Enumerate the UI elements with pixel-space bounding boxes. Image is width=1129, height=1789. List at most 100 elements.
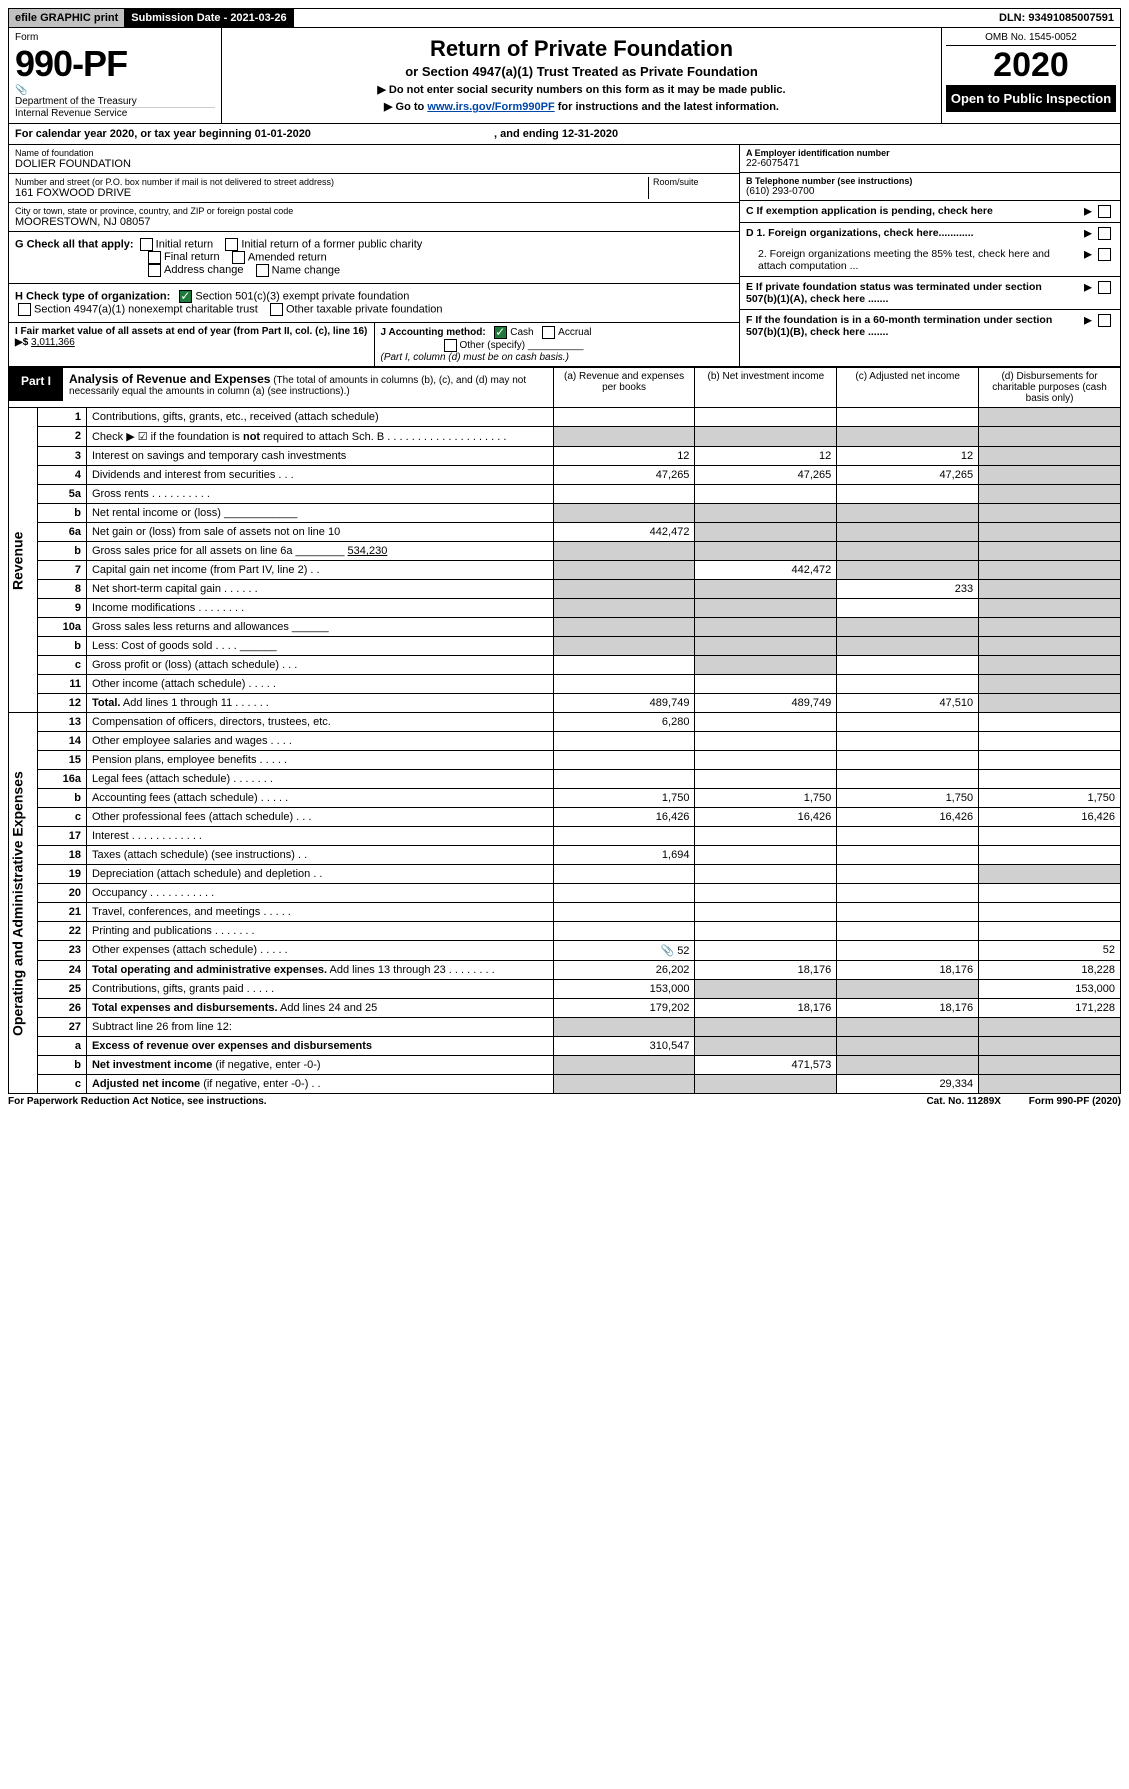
line-number: 8 [38,580,87,599]
table-row: bLess: Cost of goods sold . . . . ______ [9,637,1121,656]
line-number: 16a [38,770,87,789]
table-row: 5aGross rents . . . . . . . . . . [9,485,1121,504]
dln: DLN: 93491085007591 [993,9,1120,27]
line-desc: Total expenses and disbursements. Add li… [86,999,553,1018]
line-number: c [38,1075,87,1094]
line-number: 21 [38,903,87,922]
chk-initial[interactable] [140,238,153,251]
line-desc: Check ▶ ☑ if the foundation is not requi… [86,427,553,447]
line-number: 18 [38,846,87,865]
line-number: c [38,656,87,675]
line-number: 26 [38,999,87,1018]
line-desc: Printing and publications . . . . . . . [86,922,553,941]
dept-label: Department of the Treasury [15,96,215,107]
table-row: cAdjusted net income (if negative, enter… [9,1075,1121,1094]
table-row: cOther professional fees (attach schedul… [9,808,1121,827]
table-row: 11Other income (attach schedule) . . . .… [9,675,1121,694]
section-g: G Check all that apply: Initial return I… [9,232,739,284]
table-row: 21Travel, conferences, and meetings . . … [9,903,1121,922]
chk-e[interactable] [1098,281,1111,294]
chk-initial-former[interactable] [225,238,238,251]
line-number: 5a [38,485,87,504]
section-label: Operating and Administrative Expenses [9,713,38,1094]
footer-left: For Paperwork Reduction Act Notice, see … [8,1096,267,1107]
chk-cash[interactable] [494,326,507,339]
line-desc: Net rental income or (loss) ____________ [86,504,553,523]
line-number: b [38,637,87,656]
col-c-header: (c) Adjusted net income [837,368,979,408]
line-desc: Interest . . . . . . . . . . . . [86,827,553,846]
table-row: 7Capital gain net income (from Part IV, … [9,561,1121,580]
line-desc: Net short-term capital gain . . . . . . [86,580,553,599]
line-number: 9 [38,599,87,618]
table-row: 12Total. Add lines 1 through 11 . . . . … [9,694,1121,713]
line-number: 10a [38,618,87,637]
line-desc: Legal fees (attach schedule) . . . . . .… [86,770,553,789]
line-number: c [38,808,87,827]
line-desc: Accounting fees (attach schedule) . . . … [86,789,553,808]
col-d-header: (d) Disbursements for charitable purpose… [979,368,1121,408]
table-row: 15Pension plans, employee benefits . . .… [9,751,1121,770]
line-desc: Pension plans, employee benefits . . . .… [86,751,553,770]
table-row: 19Depreciation (attach schedule) and dep… [9,865,1121,884]
line-number: 27 [38,1018,87,1037]
line-number: 12 [38,694,87,713]
table-row: bAccounting fees (attach schedule) . . .… [9,789,1121,808]
table-row: bNet investment income (if negative, ent… [9,1056,1121,1075]
chk-d1[interactable] [1098,227,1111,240]
line-desc: Contributions, gifts, grants paid . . . … [86,980,553,999]
fmv-value: 3,011,366 [31,337,75,348]
section-h: H Check type of organization: Section 50… [9,284,739,323]
line-desc: Taxes (attach schedule) (see instruction… [86,846,553,865]
chk-other-taxable[interactable] [270,303,283,316]
table-row: 22Printing and publications . . . . . . … [9,922,1121,941]
room-label: Room/suite [653,177,733,187]
table-row: 4Dividends and interest from securities … [9,466,1121,485]
chk-accrual[interactable] [542,326,555,339]
calendar-year-line: For calendar year 2020, or tax year begi… [8,124,1121,145]
phone-label: B Telephone number (see instructions) [746,176,1114,186]
chk-f[interactable] [1098,314,1111,327]
table-row: 2Check ▶ ☑ if the foundation is not requ… [9,427,1121,447]
table-row: 25Contributions, gifts, grants paid . . … [9,980,1121,999]
line-desc: Net gain or (loss) from sale of assets n… [86,523,553,542]
efile-label[interactable]: efile GRAPHIC print [9,9,125,27]
line-desc: Other income (attach schedule) . . . . . [86,675,553,694]
name-label: Name of foundation [15,148,733,158]
col-b-header: (b) Net investment income [695,368,837,408]
line-desc: Capital gain net income (from Part IV, l… [86,561,553,580]
section-label: Revenue [9,408,38,713]
part1-table: Part I Analysis of Revenue and Expenses … [8,367,1121,1094]
line-desc: Other expenses (attach schedule) . . . .… [86,941,553,961]
form-title: Return of Private Foundation [228,36,935,62]
table-row: 6aNet gain or (loss) from sale of assets… [9,523,1121,542]
table-row: 26Total expenses and disbursements. Add … [9,999,1121,1018]
form-label: Form [15,32,215,43]
table-row: 18Taxes (attach schedule) (see instructi… [9,846,1121,865]
cat-no: Cat. No. 11289X [926,1096,1000,1107]
chk-c[interactable] [1098,205,1111,218]
form-note1: ▶ Do not enter social security numbers o… [228,83,935,96]
line-desc: Contributions, gifts, grants, etc., rece… [86,408,553,427]
line-desc: Gross profit or (loss) (attach schedule)… [86,656,553,675]
line-desc: Income modifications . . . . . . . . [86,599,553,618]
chk-final[interactable] [148,251,161,264]
chk-name[interactable] [256,264,269,277]
form-subtitle: or Section 4947(a)(1) Trust Treated as P… [228,64,935,79]
line-desc: Compensation of officers, directors, tru… [86,713,553,732]
table-row: 9Income modifications . . . . . . . . [9,599,1121,618]
part1-tab: Part I [9,368,63,401]
chk-501c3[interactable] [179,290,192,303]
line-number: 3 [38,447,87,466]
chk-4947[interactable] [18,303,31,316]
irs-link[interactable]: www.irs.gov/Form990PF [427,101,554,113]
chk-d2[interactable] [1098,248,1111,261]
chk-other-method[interactable] [444,339,457,352]
table-row: Operating and Administrative Expenses13C… [9,713,1121,732]
chk-address[interactable] [148,264,161,277]
city-state-zip: MOORESTOWN, NJ 08057 [15,216,733,228]
tax-year: 2020 [946,46,1116,85]
line-desc: Adjusted net income (if negative, enter … [86,1075,553,1094]
line-desc: Travel, conferences, and meetings . . . … [86,903,553,922]
chk-amended[interactable] [232,251,245,264]
